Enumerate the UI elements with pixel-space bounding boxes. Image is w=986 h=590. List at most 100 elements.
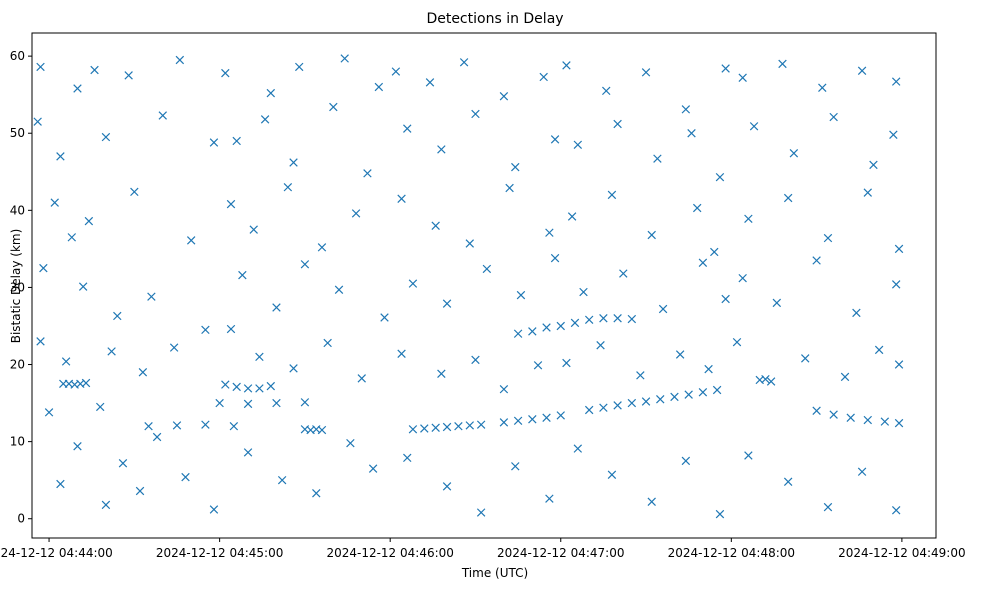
data-point: [172, 421, 182, 430]
x-tick-label: 2024-12-12 04:46:00: [326, 546, 453, 560]
data-point: [863, 415, 872, 425]
data-point: [783, 193, 793, 203]
data-point: [476, 508, 486, 517]
data-point: [186, 236, 196, 245]
data-point: [312, 489, 321, 498]
data-point: [33, 117, 42, 126]
x-tick-label: 2024-12-12 04:49:00: [838, 546, 965, 560]
data-point: [96, 402, 105, 412]
data-point: [56, 152, 65, 161]
data-point: [542, 323, 551, 332]
data-point: [567, 212, 577, 221]
data-point: [562, 61, 571, 70]
data-point: [221, 380, 230, 389]
data-point: [368, 464, 378, 473]
data-point: [704, 364, 713, 374]
data-point: [84, 216, 94, 226]
data-point: [869, 160, 878, 170]
y-tick-label: 50: [10, 126, 25, 140]
data-point: [209, 138, 219, 147]
data-point: [715, 172, 725, 182]
data-point: [710, 247, 719, 257]
data-point: [56, 479, 65, 489]
data-point: [698, 258, 708, 267]
chart-title: Detections in Delay: [426, 11, 563, 27]
data-point: [36, 62, 45, 72]
data-point: [73, 84, 82, 93]
data-point: [647, 230, 656, 240]
data-point: [499, 418, 509, 427]
data-point: [61, 357, 71, 366]
data-point: [570, 318, 580, 328]
data-point: [721, 64, 730, 73]
data-point: [772, 298, 782, 308]
data-point: [513, 329, 523, 338]
data-point: [894, 244, 904, 254]
data-point: [425, 78, 435, 87]
data-point: [471, 109, 480, 119]
data-point: [511, 462, 520, 471]
data-point: [420, 424, 429, 433]
data-point: [50, 198, 59, 207]
data-point: [442, 299, 452, 308]
data-point: [249, 225, 258, 234]
data-point: [431, 221, 440, 230]
data-point: [144, 421, 153, 431]
data-point: [647, 497, 656, 506]
plot-frame: [31, 32, 937, 539]
data-point: [744, 451, 753, 460]
data-point: [147, 292, 156, 301]
data-point: [766, 377, 776, 386]
data-point: [891, 280, 901, 289]
data-point: [607, 190, 617, 200]
data-point: [391, 67, 401, 76]
data-point: [226, 199, 236, 209]
data-point: [894, 360, 904, 369]
data-point: [130, 187, 139, 197]
data-point: [437, 145, 446, 154]
data-point: [294, 62, 304, 72]
data-point: [874, 345, 884, 355]
data-point: [636, 371, 645, 380]
data-point: [243, 384, 253, 393]
data-point: [721, 294, 730, 304]
data-point: [545, 228, 554, 237]
data-point: [329, 102, 338, 112]
data-point: [656, 394, 665, 404]
data-point: [846, 413, 855, 422]
data-point: [550, 253, 560, 263]
data-point: [73, 442, 82, 451]
data-point: [118, 458, 128, 468]
data-point: [749, 122, 759, 131]
data-point: [852, 308, 861, 318]
data-point: [397, 349, 406, 358]
data-point: [511, 162, 520, 172]
data-point: [556, 321, 565, 331]
data-point: [613, 314, 622, 323]
data-point: [243, 399, 253, 409]
data-point: [528, 415, 537, 424]
data-point: [712, 385, 722, 395]
data-point: [289, 158, 298, 167]
data-point: [738, 273, 747, 283]
data-point: [476, 420, 486, 429]
data-point: [681, 105, 691, 114]
data-point: [641, 397, 651, 406]
data-point: [516, 290, 526, 300]
data-point: [209, 505, 219, 514]
data-point: [221, 68, 230, 78]
data-point: [90, 65, 99, 75]
data-point: [528, 327, 537, 336]
data-point: [482, 264, 492, 274]
data-point: [840, 372, 850, 382]
data-point: [681, 456, 691, 466]
data-point: [692, 203, 702, 213]
data-point: [403, 453, 412, 463]
data-point: [317, 243, 327, 252]
data-point: [346, 438, 355, 448]
x-tick-label: 2024-12-12 04:45:00: [156, 546, 283, 560]
data-point: [266, 88, 276, 98]
data-point: [857, 467, 867, 476]
